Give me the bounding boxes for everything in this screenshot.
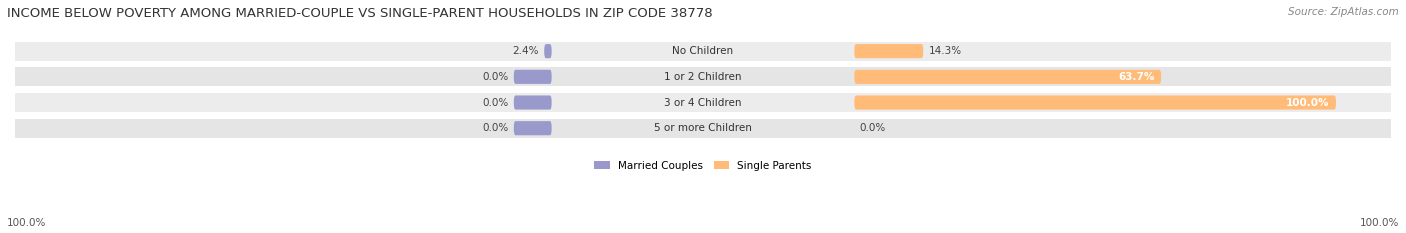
FancyBboxPatch shape: [544, 44, 551, 58]
Text: 100.0%: 100.0%: [7, 218, 46, 228]
Text: 0.0%: 0.0%: [482, 123, 509, 133]
FancyBboxPatch shape: [855, 70, 1161, 84]
Bar: [15, 41, 1391, 61]
FancyBboxPatch shape: [513, 70, 551, 84]
Text: Source: ZipAtlas.com: Source: ZipAtlas.com: [1288, 7, 1399, 17]
Text: 14.3%: 14.3%: [929, 46, 962, 56]
Text: INCOME BELOW POVERTY AMONG MARRIED-COUPLE VS SINGLE-PARENT HOUSEHOLDS IN ZIP COD: INCOME BELOW POVERTY AMONG MARRIED-COUPL…: [7, 7, 713, 20]
FancyBboxPatch shape: [855, 96, 1336, 110]
Bar: [15, 93, 1391, 112]
FancyBboxPatch shape: [513, 96, 551, 110]
Text: 3 or 4 Children: 3 or 4 Children: [664, 98, 742, 107]
Text: 0.0%: 0.0%: [860, 123, 886, 133]
FancyBboxPatch shape: [513, 121, 551, 135]
Bar: [15, 67, 1391, 86]
Text: 63.7%: 63.7%: [1118, 72, 1154, 82]
Text: 100.0%: 100.0%: [1285, 98, 1329, 107]
Legend: Married Couples, Single Parents: Married Couples, Single Parents: [591, 157, 815, 175]
Bar: [15, 119, 1391, 138]
Text: 1 or 2 Children: 1 or 2 Children: [664, 72, 742, 82]
Text: 0.0%: 0.0%: [482, 98, 509, 107]
FancyBboxPatch shape: [855, 44, 924, 58]
Text: 2.4%: 2.4%: [512, 46, 538, 56]
Text: No Children: No Children: [672, 46, 734, 56]
Text: 0.0%: 0.0%: [482, 72, 509, 82]
Text: 100.0%: 100.0%: [1360, 218, 1399, 228]
Text: 5 or more Children: 5 or more Children: [654, 123, 752, 133]
